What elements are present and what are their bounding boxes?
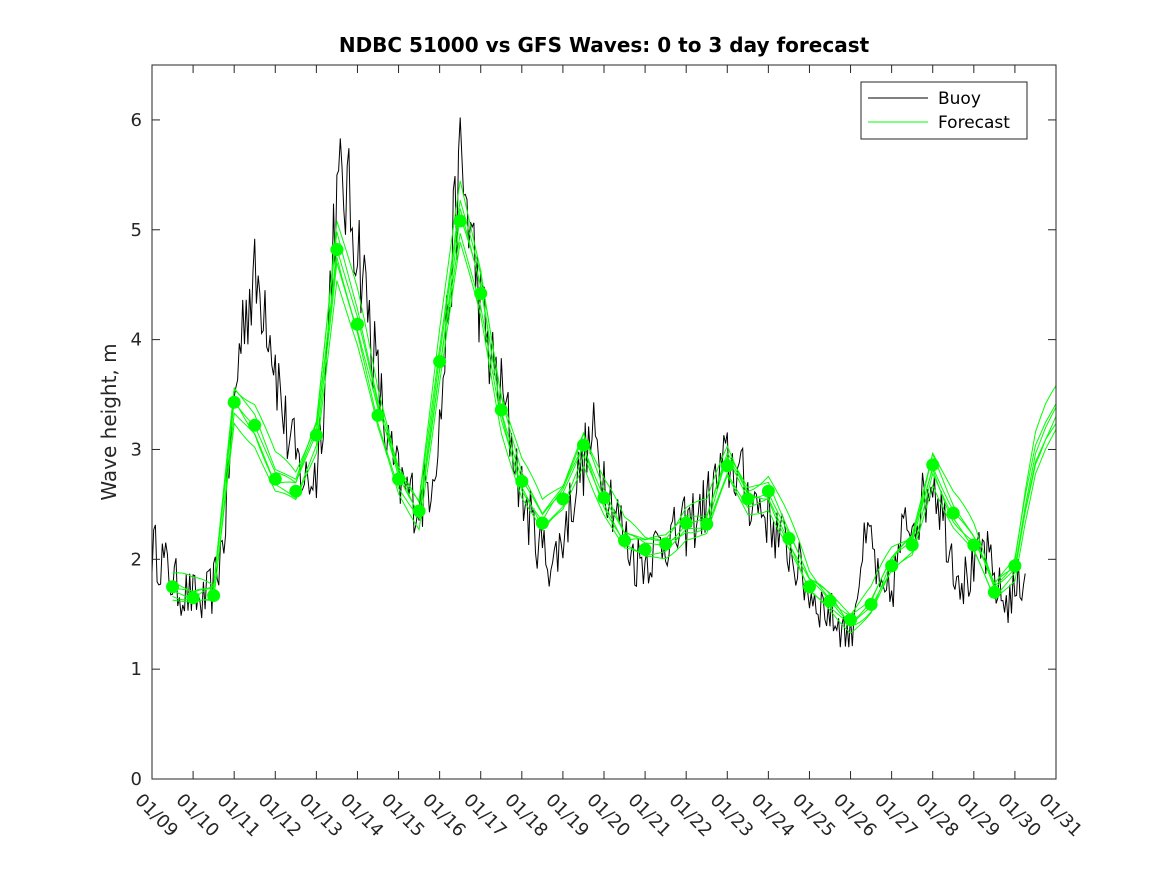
- forecast-point: [905, 538, 919, 552]
- plot-area: [152, 65, 1056, 779]
- chart-title: NDBC 51000 vs GFS Waves: 0 to 3 day fore…: [339, 33, 870, 57]
- legend: Buoy Forecast: [860, 81, 1028, 140]
- forecast-point: [371, 408, 385, 422]
- forecast-point: [207, 589, 221, 603]
- forecast-point: [597, 491, 611, 505]
- forecast-point: [535, 516, 549, 530]
- forecast-point: [412, 504, 426, 518]
- forecast-line: [172, 233, 1057, 625]
- forecast-point: [864, 597, 878, 611]
- forecast-point: [268, 472, 282, 486]
- y-tick-label: 3: [131, 439, 142, 460]
- forecast-point: [967, 538, 981, 552]
- y-tick-label: 1: [131, 659, 142, 680]
- series-layer: [151, 117, 1057, 648]
- forecast-point: [433, 355, 447, 369]
- forecast-point: [987, 585, 1001, 599]
- buoy-line: [151, 117, 1026, 648]
- forecast-point: [474, 286, 488, 300]
- forecast-point: [679, 516, 693, 530]
- forecast-point: [1008, 559, 1022, 573]
- forecast-point: [248, 418, 262, 432]
- legend-box: [860, 81, 1028, 140]
- forecast-point: [659, 537, 673, 551]
- y-tick-label: 5: [131, 220, 142, 241]
- forecast-point: [453, 214, 467, 228]
- forecast-point: [926, 458, 940, 472]
- forecast-point: [823, 594, 837, 608]
- forecast-line: [172, 241, 1057, 634]
- forecast-point: [494, 403, 508, 417]
- forecast-point: [309, 428, 323, 442]
- forecast-point: [885, 559, 899, 573]
- forecast-point: [186, 591, 200, 605]
- forecast-point: [700, 517, 714, 531]
- legend-forecast-label: Forecast: [938, 113, 1010, 133]
- y-tick-label: 0: [131, 769, 142, 790]
- forecast-point: [618, 534, 632, 548]
- forecast-point: [782, 531, 796, 545]
- forecast-point: [289, 484, 303, 498]
- forecast-point: [515, 474, 529, 488]
- forecast-point: [330, 243, 344, 257]
- y-axis-label: Wave height, m: [97, 343, 121, 500]
- forecast-point: [392, 472, 406, 486]
- forecast-point: [556, 492, 570, 506]
- forecast-point: [576, 438, 590, 452]
- y-tick-label: 2: [131, 549, 142, 570]
- forecast-point: [638, 542, 652, 556]
- forecast-point: [350, 317, 364, 331]
- forecast-point: [844, 613, 858, 627]
- legend-buoy-label: Buoy: [938, 89, 981, 109]
- y-tick-label: 6: [131, 110, 142, 131]
- forecast-point: [741, 492, 755, 506]
- forecast-point: [720, 459, 734, 473]
- forecast-point: [166, 580, 180, 594]
- forecast-point: [761, 484, 775, 498]
- forecast-point: [227, 395, 241, 409]
- y-tick-label: 4: [131, 330, 142, 351]
- forecast-point: [802, 580, 816, 594]
- forecast-point: [946, 506, 960, 520]
